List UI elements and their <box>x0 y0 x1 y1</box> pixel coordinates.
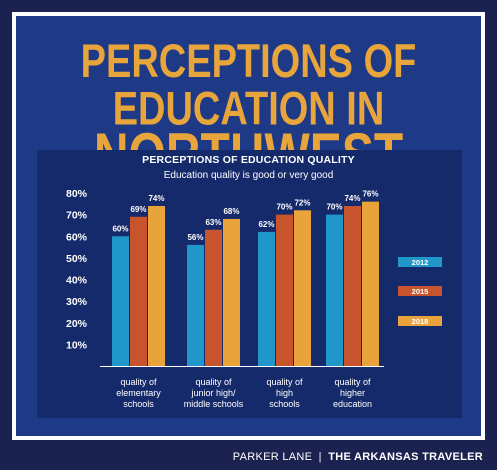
category-label: higher <box>340 388 365 398</box>
bar-2012-3 <box>326 214 343 366</box>
bar-2018-2 <box>294 210 311 366</box>
credit-separator: | <box>318 451 322 463</box>
data-label: 68% <box>223 207 239 216</box>
credit-author: PARKER LANE <box>232 451 313 463</box>
legend-swatch-2012 <box>398 257 442 267</box>
data-label: 69% <box>130 205 146 214</box>
data-label: 76% <box>362 190 378 199</box>
bar-2015-1 <box>205 229 222 366</box>
data-label: 70% <box>276 203 292 212</box>
category-label: schools <box>269 399 300 409</box>
y-tick-label: 20% <box>66 318 88 330</box>
headline-line-1: PERCEPTIONS OF EDUCATION IN <box>80 35 417 136</box>
bar-2015-0 <box>130 216 147 366</box>
chart-title: PERCEPTIONS OF EDUCATION QUALITY <box>142 154 355 166</box>
category-label: junior high/ <box>190 388 236 398</box>
legend-swatch-2018 <box>398 316 442 326</box>
y-tick-label: 80% <box>66 188 88 200</box>
bar-2018-0 <box>148 205 165 366</box>
data-label: 72% <box>294 198 310 207</box>
data-label: 62% <box>258 220 274 229</box>
legend-label: 2018 <box>412 317 429 326</box>
category-label: high <box>276 388 293 398</box>
chart-subtitle: Education quality is good or very good <box>163 170 334 181</box>
data-label: 60% <box>112 224 128 233</box>
legend-swatch-2015 <box>398 286 442 296</box>
chart-panel <box>37 150 462 418</box>
bar-2012-1 <box>187 244 204 366</box>
category-label: elementary <box>116 388 161 398</box>
category-label: quality of <box>334 377 371 387</box>
bar-2015-3 <box>344 205 361 366</box>
category-label: schools <box>123 399 154 409</box>
bar-2015-2 <box>276 214 293 366</box>
y-tick-label: 50% <box>66 253 88 265</box>
bar-2012-0 <box>112 236 129 366</box>
legend-label: 2015 <box>412 287 429 296</box>
category-label: quality of <box>195 377 232 387</box>
credit-publication: THE ARKANSAS TRAVELER <box>328 451 483 463</box>
credit-line: PARKER LANE | THE ARKANSAS TRAVELER <box>233 451 483 463</box>
data-label: 56% <box>187 233 203 242</box>
legend-label: 2012 <box>412 258 429 267</box>
category-label: education <box>333 399 372 409</box>
data-label: 70% <box>326 203 342 212</box>
data-label: 74% <box>344 194 360 203</box>
bar-2018-1 <box>223 218 240 366</box>
bar-2012-2 <box>258 231 275 366</box>
y-tick-label: 60% <box>66 231 88 243</box>
y-tick-label: 70% <box>66 210 88 222</box>
data-label: 74% <box>148 194 164 203</box>
y-tick-label: 40% <box>66 275 88 287</box>
y-tick-label: 30% <box>66 296 88 308</box>
category-label: quality of <box>120 377 157 387</box>
bar-2018-3 <box>362 201 379 366</box>
y-tick-label: 10% <box>66 339 88 351</box>
category-label: quality of <box>266 377 303 387</box>
data-label: 63% <box>205 218 221 227</box>
category-label: middle schools <box>184 399 244 409</box>
